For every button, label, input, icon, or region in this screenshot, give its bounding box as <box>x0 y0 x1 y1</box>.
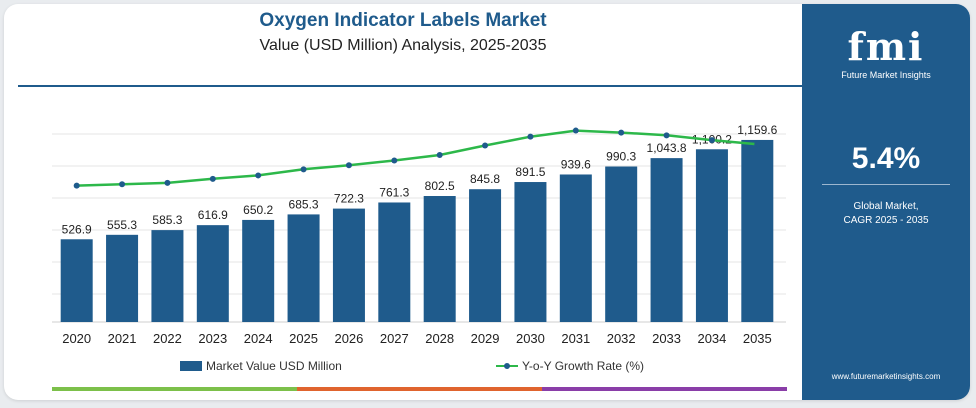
bar-value-label: 555.3 <box>107 218 137 232</box>
legend-item-bar: Market Value USD Million <box>180 358 342 374</box>
x-tick-label: 2026 <box>334 331 363 346</box>
legend-item-line: Y-o-Y Growth Rate (%) <box>496 358 644 374</box>
summary-panel: fmi Future Market Insights 5.4% Global M… <box>802 4 970 400</box>
header-divider <box>18 85 802 87</box>
panel-divider <box>822 184 950 185</box>
bar-2022 <box>151 230 184 322</box>
bottom-accent-green <box>52 387 297 391</box>
bar-2028 <box>423 196 456 322</box>
bar-2024 <box>242 219 275 322</box>
x-tick-label: 2024 <box>244 331 273 346</box>
bar-value-label: 845.8 <box>470 172 500 186</box>
growth-point-2021 <box>119 181 126 188</box>
chart-card: Oxygen Indicator Labels Market Value (US… <box>4 4 970 400</box>
bottom-accent-orange <box>297 387 542 391</box>
bar-2033 <box>650 158 683 322</box>
bar-value-label: 650.2 <box>243 203 273 217</box>
bar-2021 <box>106 234 139 322</box>
bar-2030 <box>514 182 547 322</box>
growth-point-2023 <box>209 175 216 182</box>
x-tick-label: 2035 <box>743 331 772 346</box>
legend-bar-swatch <box>180 361 202 371</box>
bar-2023 <box>196 225 229 322</box>
growth-point-2031 <box>572 127 579 134</box>
x-tick-label: 2034 <box>697 331 726 346</box>
bar-2025 <box>287 214 320 322</box>
growth-point-2025 <box>300 166 307 173</box>
x-tick-label: 2030 <box>516 331 545 346</box>
bar-value-label: 761.3 <box>379 185 409 199</box>
logo-subtitle: Future Market Insights <box>841 70 931 80</box>
bar-2026 <box>332 208 365 322</box>
bar-value-label: 891.5 <box>515 165 545 179</box>
chart-title: Oxygen Indicator Labels Market <box>259 10 547 31</box>
bar-value-label: 585.3 <box>152 213 182 227</box>
bar-2020 <box>60 239 93 322</box>
growth-point-2035 <box>754 141 761 148</box>
x-tick-label: 2025 <box>289 331 318 346</box>
bar-value-label: 1,043.8 <box>647 141 687 155</box>
legend-line-label: Y-o-Y Growth Rate (%) <box>522 359 645 373</box>
growth-point-2026 <box>345 162 352 169</box>
bar-2027 <box>378 202 411 322</box>
cagr-label: Global Market, CAGR 2025 - 2035 <box>802 200 970 228</box>
x-tick-label: 2020 <box>62 331 91 346</box>
x-tick-label: 2022 <box>153 331 182 346</box>
cagr-label-line1: Global Market, <box>853 201 919 212</box>
x-tick-label: 2032 <box>607 331 636 346</box>
growth-point-2033 <box>663 132 670 139</box>
x-tick-label: 2021 <box>108 331 137 346</box>
bar-2031 <box>559 174 592 322</box>
x-tick-label: 2029 <box>471 331 500 346</box>
x-tick-label: 2027 <box>380 331 409 346</box>
growth-point-2029 <box>482 142 489 149</box>
bar-value-label: 685.3 <box>289 197 319 211</box>
legend-bar-label: Market Value USD Million <box>206 359 342 373</box>
bar-value-label: 802.5 <box>425 179 455 193</box>
bar-2035 <box>741 139 774 322</box>
x-tick-label: 2031 <box>561 331 590 346</box>
growth-point-2028 <box>436 152 443 159</box>
bar-value-label: 722.3 <box>334 192 364 206</box>
fmi-logo: fmi <box>847 24 925 69</box>
growth-point-2027 <box>391 157 398 164</box>
x-tick-label: 2028 <box>425 331 454 346</box>
bar-2034 <box>695 149 728 322</box>
growth-point-2022 <box>164 179 171 186</box>
bottom-accent-purple <box>542 387 787 391</box>
bar-value-label: 616.9 <box>198 208 228 222</box>
bar-value-label: 990.3 <box>606 150 636 164</box>
growth-point-2032 <box>618 129 625 136</box>
growth-point-2024 <box>255 172 262 179</box>
bar-value-label: 1,159.6 <box>737 123 777 137</box>
cagr-value: 5.4% <box>851 142 921 175</box>
x-tick-label: 2023 <box>198 331 227 346</box>
legend-line-swatch <box>496 361 518 371</box>
chart-subtitle: Value (USD Million) Analysis, 2025-2035 <box>259 37 547 54</box>
cagr-label-line2: CAGR 2025 - 2035 <box>843 215 929 226</box>
growth-point-2020 <box>73 182 80 189</box>
growth-line <box>76 129 758 187</box>
bar-2032 <box>605 166 638 322</box>
growth-point-2030 <box>527 133 534 140</box>
bar-value-label: 939.6 <box>561 157 591 171</box>
bar-value-label: 526.9 <box>62 222 92 236</box>
growth-point-2034 <box>708 137 715 144</box>
website-url: www.futuremarketinsights.com <box>831 372 941 381</box>
x-tick-label: 2033 <box>652 331 681 346</box>
bar-2029 <box>469 189 502 322</box>
chart-plot: 526.9 2020 555.3 2021 585.3 2022 616.9 2023 650.… <box>52 123 786 346</box>
